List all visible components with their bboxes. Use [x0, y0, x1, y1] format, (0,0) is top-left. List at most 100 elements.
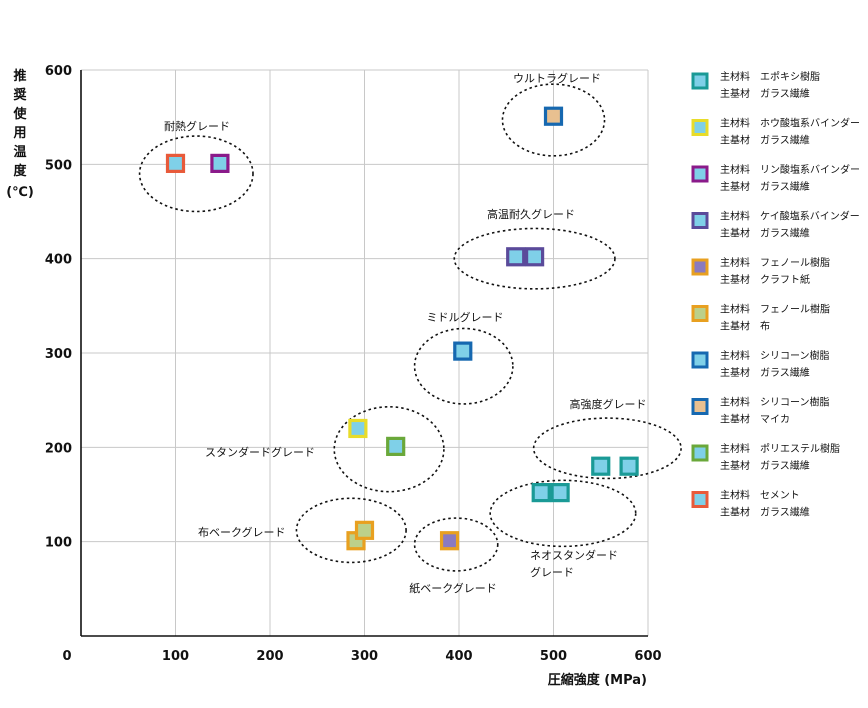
legend-base: 主基材 ガラス繊維: [720, 227, 810, 240]
grade-ellipse: [333, 405, 445, 493]
data-point: [550, 483, 570, 503]
legend-material: 主材料 フェノール樹脂: [720, 303, 830, 316]
legend-base: 主基材 マイカ: [720, 413, 790, 426]
grade-ellipse: [489, 479, 637, 548]
legend-marker: [691, 351, 709, 369]
legend-base: 主基材 ガラス繊維: [720, 459, 810, 472]
grade-label: 高温耐久グレード: [487, 207, 575, 221]
x-tick-label: 400: [445, 649, 472, 664]
data-point-marker: [453, 341, 473, 361]
data-point-marker: [210, 153, 230, 173]
data-point-marker: [439, 531, 460, 551]
grade-ellipse: [453, 227, 616, 290]
legend-base: 主基材 クラフト紙: [720, 273, 810, 286]
grade-label: 紙ベークグレード: [409, 581, 497, 595]
legend-material: 主材料 エポキシ樹脂: [720, 70, 820, 83]
data-point: [348, 418, 368, 439]
data-point-marker: [354, 520, 375, 540]
grade-label: ウルトラグレード: [513, 71, 601, 85]
legend-marker: [691, 398, 709, 415]
legend-marker: [691, 72, 709, 90]
legend-marker: [691, 258, 709, 276]
legend-base: 主基材 ガラス繊維: [720, 134, 810, 147]
y-tick-label: 300: [45, 347, 72, 362]
grade-ellipse: [532, 417, 682, 480]
data-point-marker: [348, 418, 368, 439]
grade-ellipse: [413, 327, 514, 405]
data-point-marker: [543, 106, 564, 126]
grade-ellipses: [138, 83, 682, 572]
data-point: [543, 106, 564, 126]
data-point: [210, 153, 230, 173]
legend-material: 主材料 リン酸塩系バインダー: [720, 163, 860, 176]
legend-material: 主材料 ホウ酸塩系バインダー: [720, 117, 860, 130]
x-tick-label: 600: [634, 649, 661, 664]
y-label-char: 奨: [12, 87, 27, 103]
data-point: [354, 520, 375, 540]
grade-label: ネオスタンダード: [530, 548, 618, 562]
grade-ellipse: [413, 517, 499, 572]
y-tick-label: 100: [45, 536, 72, 551]
legend-base: 主基材 ガラス繊維: [720, 506, 810, 519]
data-point: [453, 341, 473, 361]
grade-ellipse: [501, 83, 606, 157]
axes: [80, 70, 648, 637]
data-point-marker: [619, 456, 639, 476]
y-label-char: 使: [12, 106, 27, 122]
data-point: [506, 247, 526, 267]
legend-marker: [691, 305, 709, 322]
y-label-unit: (℃): [6, 185, 34, 200]
data-point: [165, 153, 186, 173]
x-tick-label: 200: [256, 649, 283, 664]
data-point-marker: [531, 483, 551, 503]
grade-label: 高強度グレード: [570, 397, 647, 411]
y-tick-label: 600: [45, 64, 72, 79]
data-point-marker: [386, 436, 406, 456]
legend-material: 主材料 セメント: [720, 489, 800, 502]
y-tick-label: 200: [45, 441, 72, 456]
legend-marker: [691, 491, 709, 508]
y-tick-label: 400: [45, 253, 72, 268]
legend-material: 主材料 シリコーン樹脂: [720, 349, 830, 362]
grade-label: スタンダードグレード: [205, 445, 315, 459]
data-point-marker: [591, 456, 611, 476]
grade-label: 布ベークグレード: [198, 525, 286, 539]
legend-material: 主材料 ポリエステル樹脂: [720, 442, 840, 455]
legend-marker: [691, 212, 709, 229]
grade-label: ミドルグレード: [427, 310, 504, 324]
x-tick-label: 0: [62, 649, 71, 664]
legend-material: 主材料 シリコーン樹脂: [720, 396, 830, 409]
x-tick-labels: 0 100 200 300 400 500 600: [62, 649, 661, 664]
grade-ellipse: [138, 135, 254, 213]
data-point: [619, 456, 639, 476]
x-axis-label: 圧縮強度 (MPa): [548, 672, 647, 688]
data-point: [524, 247, 545, 267]
y-label-char: 用: [12, 126, 26, 141]
legend-marker: [691, 165, 709, 183]
data-point: [439, 531, 460, 551]
data-point-marker: [524, 247, 545, 267]
x-tick-label: 300: [351, 649, 378, 664]
legend-base: 主基材 布: [720, 320, 770, 333]
legend-base: 主基材 ガラス繊維: [720, 366, 810, 379]
x-tick-label: 500: [540, 649, 567, 664]
legend-marker: [691, 119, 709, 136]
y-label-char: 推: [13, 68, 26, 84]
y-tick-label: 500: [45, 158, 72, 173]
legend-marker: [691, 444, 709, 462]
legend-material: 主材料 ケイ酸塩系バインダー: [720, 210, 860, 223]
